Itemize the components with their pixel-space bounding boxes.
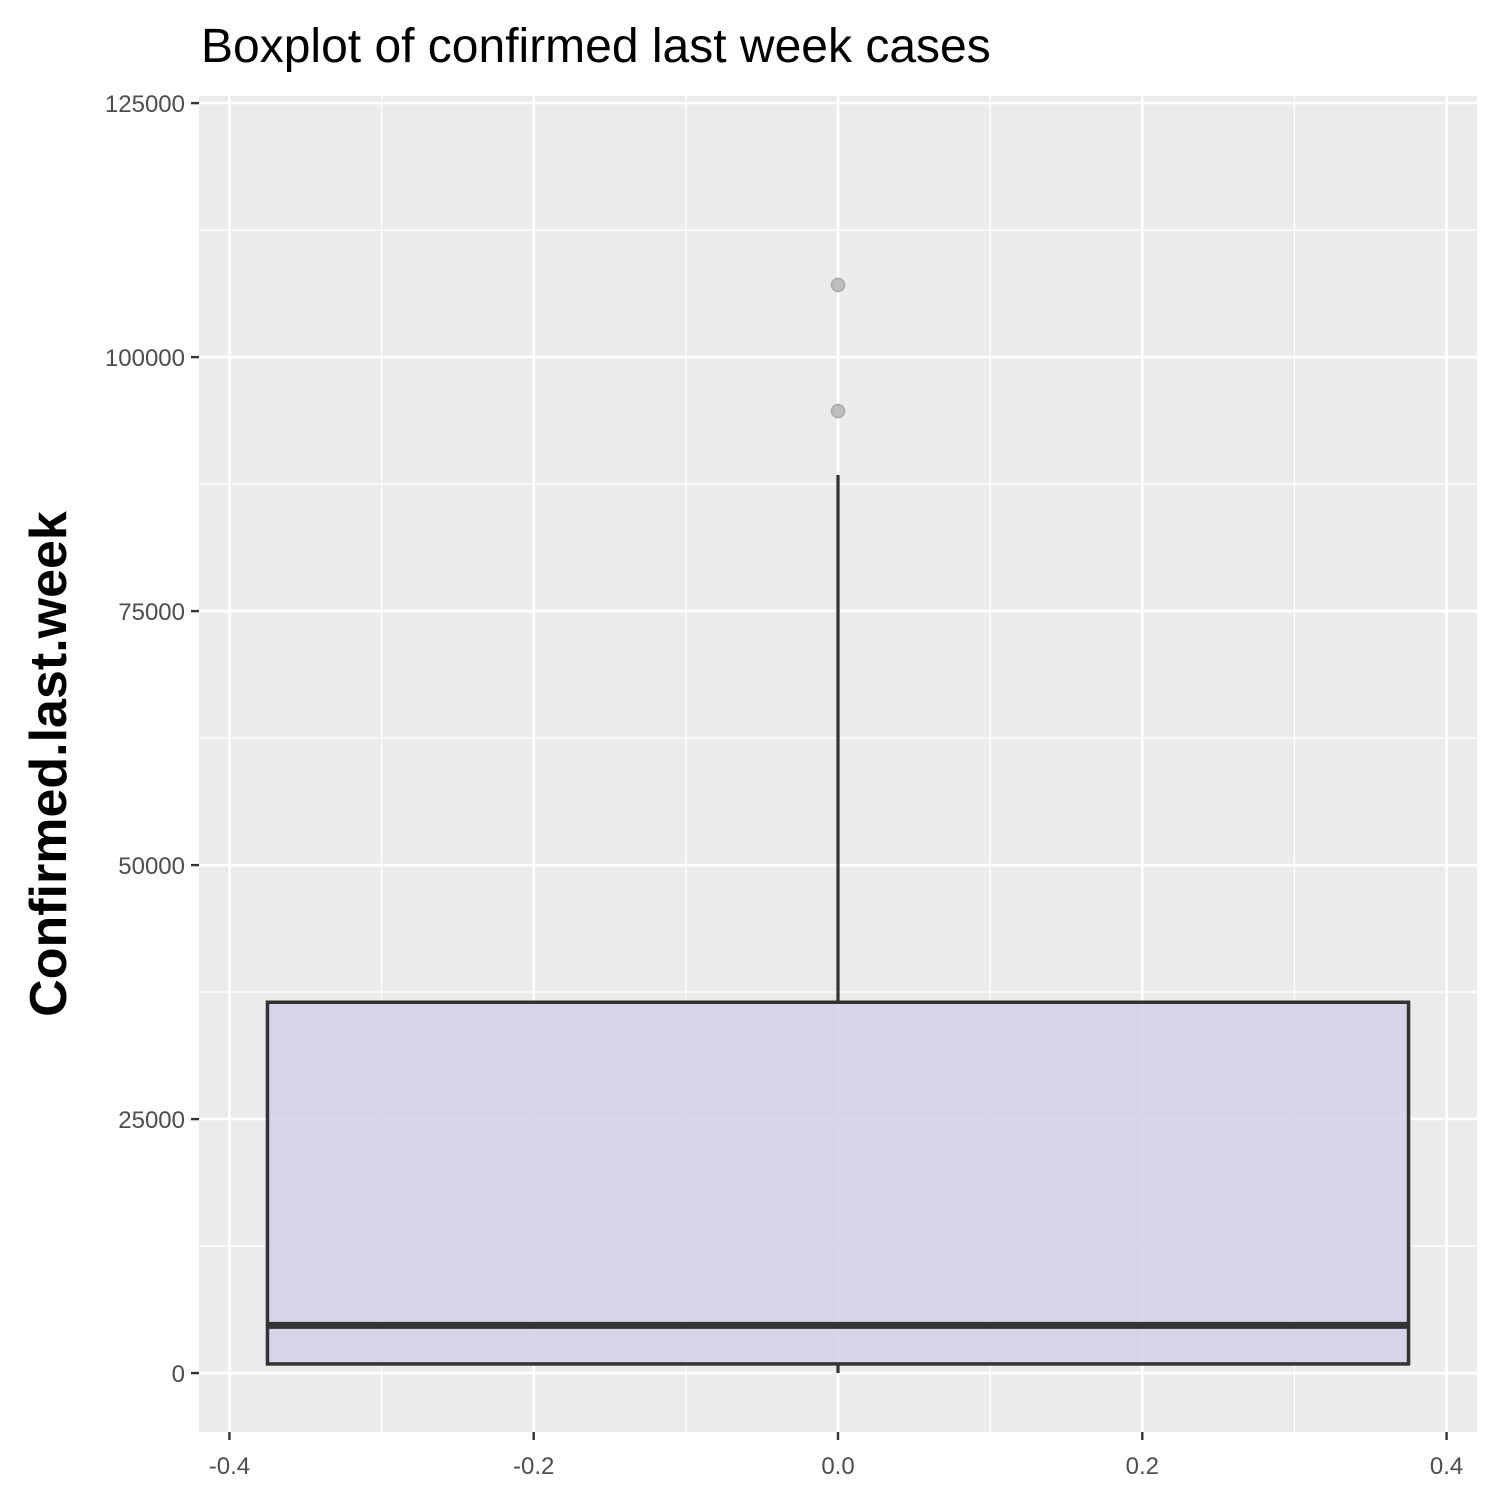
y-tick-label: 125000 xyxy=(105,91,185,118)
y-tick-label: 25000 xyxy=(118,1107,185,1134)
y-axis-label: Confirmed.last.week xyxy=(20,511,78,1017)
y-tick-label: 50000 xyxy=(118,853,185,880)
boxplot-marks xyxy=(265,277,1411,1374)
outlier-point xyxy=(830,277,846,293)
x-tick-label: -0.4 xyxy=(209,1453,250,1480)
y-tick-label: 0 xyxy=(172,1361,185,1388)
x-tick-label: 0.0 xyxy=(821,1453,854,1480)
y-tick-label: 75000 xyxy=(118,599,185,626)
x-tick-label: 0.2 xyxy=(1126,1453,1159,1480)
x-tick-label: -0.2 xyxy=(513,1453,554,1480)
axes: 0 25000 50000 75000 100000 125000 -0.4 -0.2 0.0 0… xyxy=(105,91,1463,1480)
x-tick-label: 0.4 xyxy=(1430,1453,1463,1480)
iqr-box xyxy=(265,1000,1411,1366)
y-tick-label: 100000 xyxy=(105,345,185,372)
outlier-point xyxy=(830,403,846,419)
chart-title: Boxplot of confirmed last week cases xyxy=(201,20,991,73)
